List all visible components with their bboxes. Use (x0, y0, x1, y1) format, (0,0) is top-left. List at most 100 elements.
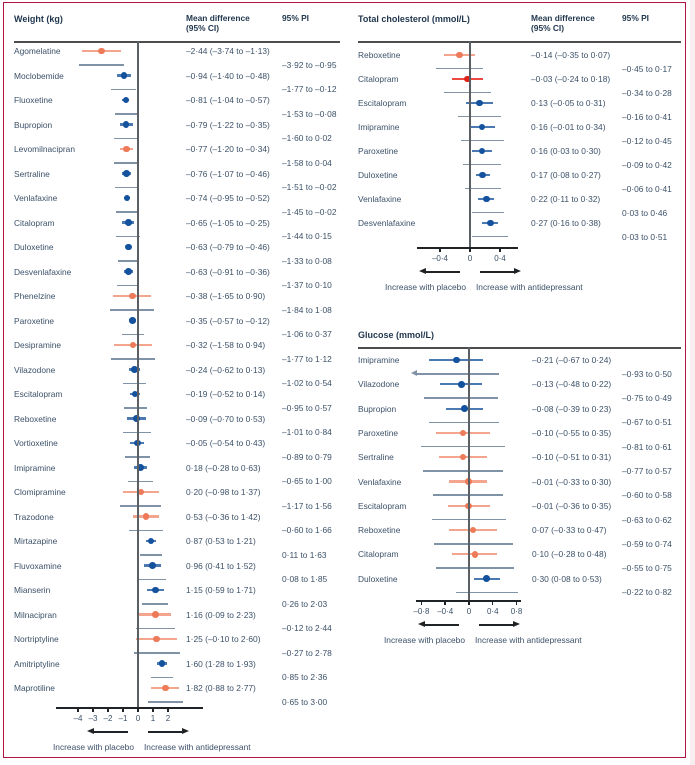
x-axis-tick (167, 708, 169, 712)
mean-ci-text: 1·82 (0·88 to 2·77) (186, 683, 256, 693)
drug-label: Venlafaxine (358, 476, 402, 487)
point-estimate-dot (483, 195, 490, 203)
drug-label: Desipramine (14, 340, 62, 350)
mean-ci-text: 0·20 (–0·98 to 1·37) (186, 487, 261, 497)
pi-line (113, 137, 139, 140)
mean-ci-text: –0·65 (–1·05 to –0·25) (186, 217, 270, 228)
drug-label: Mirtazapine (14, 536, 58, 546)
zero-reference-line (469, 41, 471, 247)
drug-label: Reboxetine (358, 50, 401, 60)
point-estimate-dot (459, 429, 467, 437)
mean-ci-text: 0·16 (–0·01 to 0·34) (531, 122, 606, 132)
point-estimate-dot (478, 147, 486, 155)
pi-text: –0·77 to 0·57 (622, 465, 672, 476)
mean-ci-text: –0·77 (–1·20 to –0·34) (186, 144, 270, 154)
point-estimate-dot (161, 684, 169, 692)
drug-label: Sertraline (14, 168, 50, 179)
point-estimate-dot (123, 145, 130, 153)
x-axis-tick (77, 708, 79, 712)
point-estimate-dot (125, 268, 132, 275)
rows-container: Agomelatine –2·44 (–3·74 to –1·13) –3·92 t… (10, 10, 344, 757)
plot-layer: –0·8 –0·4 0 0·4 0·8 (354, 325, 685, 665)
mean-ci-text: 1·60 (1·28 to 1·93) (186, 658, 256, 669)
pi-text: –0·06 to 0·41 (622, 183, 672, 194)
x-axis-tick-label: –4 (73, 714, 83, 723)
mean-ci-text: –0·81 (–1·04 to –0·57) (186, 95, 270, 105)
pi-text: –0·09 to 0·42 (622, 159, 672, 170)
left-arrow-head-icon (86, 728, 94, 735)
point-estimate-dot (151, 586, 159, 594)
drug-label: Fluvoxamine (14, 560, 62, 571)
panel-title: Total cholesterol (mmol/L) (358, 14, 470, 24)
mean-ci-text: 1·15 (0·59 to 1·71) (186, 585, 256, 595)
pi-line (139, 554, 163, 556)
pi-line (433, 543, 513, 545)
point-estimate-dot (123, 194, 131, 202)
mean-ci-text: 0·10 (–0·28 to 0·48) (532, 549, 607, 560)
mean-ci-text: 0·16 (0·03 to 0·30) (531, 146, 601, 156)
drug-label: Venlafaxine (14, 193, 58, 203)
x-axis-tick (107, 708, 109, 712)
point-estimate-dot (98, 47, 105, 55)
point-estimate-dot (124, 219, 132, 226)
pi-line (133, 652, 180, 654)
mean-difference-header-line2: (95% CI) (531, 23, 565, 33)
pi-line (110, 309, 155, 311)
pi-text: 0·85 to 2·36 (282, 672, 328, 683)
mean-ci-text: –0·10 (–0·55 to 0·35) (532, 427, 612, 438)
pi-text: –1·02 to 0·54 (282, 378, 332, 389)
pi-text: –1·44 to 0·15 (282, 231, 332, 242)
header-rule (358, 347, 681, 349)
pi-line (111, 358, 155, 360)
drug-label: Levomilnacipran (14, 144, 75, 154)
pi-text: –1·84 to 1·08 (282, 304, 332, 315)
plot-layer: –4 –3 –2 –1 0 1 2 (10, 10, 344, 757)
right-arrow-head-icon (512, 621, 520, 628)
mean-ci-text: 0·17 (0·08 to 0·27) (531, 170, 601, 180)
drug-label: Amitriptyline (14, 658, 60, 669)
x-axis-line (417, 247, 518, 249)
mean-difference-column-header: Mean difference (95% CI) (186, 13, 250, 33)
pi-line (472, 211, 505, 214)
pi-text: 0·08 to 1·85 (282, 574, 328, 585)
pi-line (472, 235, 509, 238)
pi-line (116, 211, 138, 213)
drug-label: Mianserin (14, 585, 51, 595)
x-axis-tick (122, 708, 124, 712)
pi-line (457, 115, 501, 118)
pi-line (79, 64, 124, 66)
mean-ci-text: 0·30 (0·08 to 0·53) (532, 573, 602, 584)
pi-line (128, 529, 163, 532)
pi-text: –1·01 to 0·84 (282, 427, 332, 438)
pi-line (116, 235, 141, 238)
point-estimate-dot (129, 317, 137, 324)
mean-difference-header-line1: Mean difference (186, 13, 250, 23)
x-axis-tick-label: –1 (118, 714, 128, 723)
x-axis-tick (152, 708, 154, 712)
pi-text: –1·60 to 0·02 (282, 133, 332, 144)
point-estimate-dot (478, 123, 486, 131)
pi-line (423, 470, 503, 472)
pi-line (114, 162, 139, 164)
left-arrow-head-icon (418, 268, 426, 275)
pi-text: –0·95 to 0·57 (282, 402, 332, 413)
point-estimate-dot (122, 96, 130, 104)
pi-text: –1·53 to –0·08 (282, 108, 337, 119)
point-estimate-dot (456, 51, 463, 59)
footer-increase-antidepressant: Increase with antidepressant (143, 742, 251, 752)
left-arrow-head-icon (417, 621, 425, 628)
point-estimate-dot (469, 526, 477, 534)
panel-title: Weight (kg) (14, 14, 63, 24)
panel-total-cholesterol: Total cholesterol (mmol/L) Mean differen… (354, 10, 685, 315)
mean-ci-text: –0·09 (–0·70 to 0·53) (186, 413, 266, 424)
mean-ci-text: –0·35 (–0·57 to –0·12) (186, 315, 270, 326)
pi-line (123, 407, 147, 409)
pi-text: –0·60 to 0·58 (622, 490, 672, 501)
pi-column-header: 95% PI (622, 13, 650, 23)
point-estimate-dot (158, 660, 166, 667)
mean-ci-text: –0·76 (–1·07 to –0·46) (186, 168, 270, 179)
mean-difference-column-header: Mean difference (95% CI) (531, 13, 595, 33)
drug-label: Moclobemide (14, 70, 64, 81)
mean-ci-text: –0·63 (–0·91 to –0·36) (186, 266, 270, 277)
mean-ci-text: –0·38 (–1·65 to 0·90) (186, 291, 266, 301)
